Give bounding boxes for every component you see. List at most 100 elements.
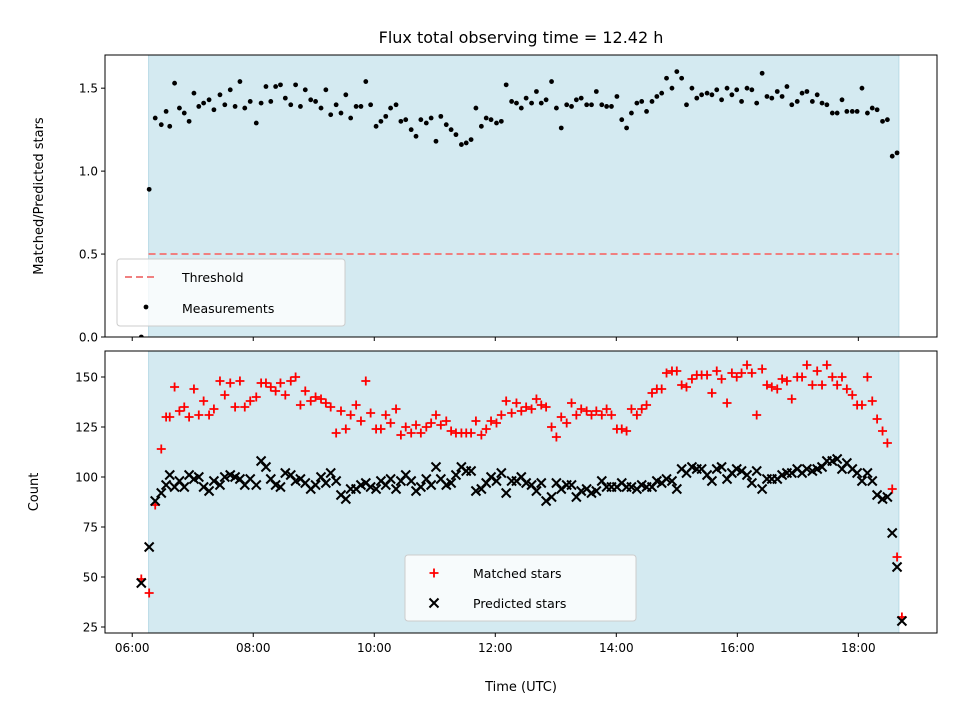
predicted-star-point [661, 473, 672, 485]
predicted-star-point [485, 471, 497, 483]
matched-star-point [536, 400, 546, 410]
measurement-point [458, 142, 464, 147]
measurement-point [543, 97, 549, 103]
measurement-point [849, 109, 855, 114]
bottom-x-tick-label: 06:00 [115, 641, 150, 655]
matched-star-point [807, 380, 817, 390]
matched-star-point [245, 396, 255, 406]
matched-star-point [717, 374, 727, 384]
measurement-point [201, 100, 207, 106]
measurement-point [494, 120, 499, 126]
predicted-star-point [310, 479, 321, 491]
measurement-point [398, 118, 404, 124]
matched-star-point [597, 410, 607, 420]
matched-star-point [466, 428, 476, 438]
measurement-point [744, 85, 750, 91]
predicted-star-point [871, 489, 883, 501]
matched-star-point [531, 394, 541, 404]
measurement-point [196, 104, 202, 109]
measurement-point [659, 90, 665, 96]
measurement-point [273, 84, 279, 89]
matched-star-point [777, 374, 787, 384]
matched-star-point [787, 394, 797, 404]
predicted-star-point [219, 471, 231, 483]
measurement-point [529, 100, 534, 106]
matched-star-point [271, 386, 281, 396]
measurement-point [819, 100, 825, 106]
predicted-star-point [208, 475, 220, 487]
measurement-point [263, 84, 269, 89]
matched-star-point [767, 382, 777, 392]
matched-star-point [436, 420, 446, 430]
measurement-point [418, 117, 424, 123]
matched-star-point [199, 396, 209, 406]
predicted-star-point [179, 481, 190, 493]
measurement-point [784, 84, 790, 89]
predicted-star-point [896, 615, 908, 627]
matched-star-point [556, 412, 566, 422]
matched-star-point [752, 410, 762, 420]
matched-star-point [571, 410, 581, 420]
matched-star-point [547, 422, 557, 432]
matched-star-point [707, 388, 717, 398]
ratio-panel: 0.0 0.5 1.0 1.5 Matched/Predicted stars Thres… [32, 54, 938, 345]
matched-star-point [511, 398, 521, 408]
bottom-y-tick-label: 100 [75, 471, 98, 485]
measurement-point [754, 100, 760, 106]
matched-star-point [882, 438, 892, 448]
matched-star-point [782, 376, 792, 386]
measurement-point [293, 82, 299, 88]
measurement-point [408, 127, 414, 133]
measurement-point [869, 105, 875, 111]
matched-star-point [331, 428, 341, 438]
measurement-point [854, 109, 860, 114]
matched-star-point [300, 386, 310, 396]
bottom-x-tick-label: 12:00 [478, 641, 513, 655]
matched-star-point [582, 406, 592, 416]
legend-measurements-swatch [143, 304, 149, 310]
matched-star-point [602, 404, 612, 414]
matched-star-point [209, 404, 219, 414]
measurement-point [186, 118, 192, 124]
matched-star-point [381, 410, 391, 420]
top-axes-frame [104, 54, 938, 338]
ratio-legend: Threshold Measurements [116, 258, 346, 327]
predicted-star-point [496, 467, 507, 479]
matched-star-point [230, 402, 240, 412]
measurement-point [363, 79, 369, 84]
measurement-point [679, 75, 685, 81]
measurement-point [278, 82, 283, 88]
predicted-star-point [370, 483, 382, 495]
matched-star-point [722, 398, 732, 408]
measurement-point [809, 99, 815, 104]
matched-star-point [286, 376, 296, 386]
measurement-point [649, 99, 655, 104]
matched-star-point [411, 420, 421, 430]
predicted-star-point [546, 491, 557, 503]
matched-star-point [562, 418, 572, 428]
measurement-point [288, 102, 294, 108]
matched-star-point [802, 360, 812, 370]
predicted-star-point [203, 485, 215, 497]
measurement-point [453, 132, 459, 138]
measurement-point [553, 105, 559, 111]
measurement-point [794, 99, 800, 104]
matched-star-point [406, 428, 416, 438]
matched-star-point [747, 368, 757, 378]
matched-star-point [346, 410, 356, 420]
measurement-point [674, 69, 680, 74]
measurement-point [468, 137, 474, 143]
matched-star-point [586, 410, 596, 420]
measurement-point [172, 80, 177, 86]
measurement-point [302, 87, 308, 93]
matched-star-point [817, 380, 827, 390]
predicted-star-point [150, 495, 161, 507]
measurement-point [368, 102, 374, 108]
measurement-point [593, 89, 599, 94]
matched-star-point [441, 416, 451, 426]
predicted-star-point [746, 477, 758, 489]
matched-star-point [471, 416, 481, 426]
measurement-point [664, 75, 669, 81]
measurement-point [834, 110, 840, 116]
measurement-point [599, 102, 605, 108]
